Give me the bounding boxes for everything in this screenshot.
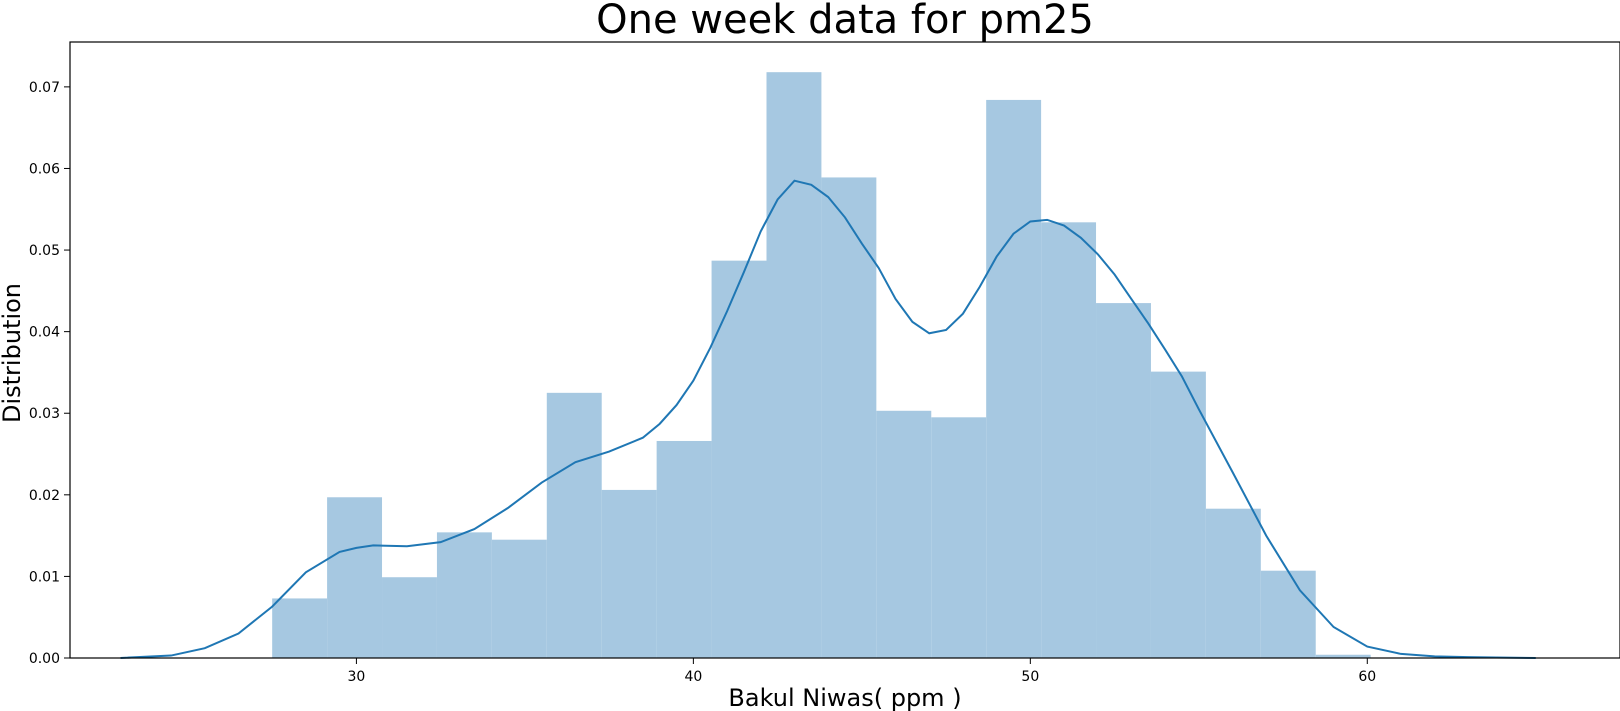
y-tick-label-5: 0.05 — [29, 243, 60, 259]
x-tick-label-50: 50 — [1021, 669, 1039, 685]
x-tick-label-30: 30 — [347, 669, 365, 685]
y-tick-label-0: 0.00 — [29, 651, 60, 667]
x-axis-label: Bakul Niwas( ppm ) — [728, 684, 961, 711]
histogram-bar-11 — [821, 177, 877, 658]
histogram-bar-4 — [436, 532, 492, 658]
x-tick-label-40: 40 — [684, 669, 702, 685]
y-tick-label-3: 0.03 — [29, 406, 60, 422]
histogram-bar-20 — [1315, 654, 1371, 658]
y-tick-label-4: 0.04 — [29, 325, 60, 341]
histogram-bar-16 — [1096, 303, 1151, 658]
histogram-bar-9 — [711, 260, 767, 658]
x-axis: 30 40 50 60 — [347, 658, 1376, 685]
histogram-bar-12 — [876, 410, 932, 658]
histogram-bar-15 — [1041, 222, 1097, 659]
x-tick-label-60: 60 — [1358, 669, 1376, 685]
histogram-bar-2 — [327, 497, 383, 658]
histogram-bar-13 — [931, 417, 987, 658]
histogram-bar-6 — [546, 392, 602, 658]
histogram-bars — [272, 72, 1371, 659]
histogram-bar-14 — [986, 99, 1042, 659]
histogram-bar-3 — [382, 577, 437, 658]
histogram-bar-1 — [272, 598, 328, 658]
histogram-bar-8 — [656, 440, 712, 658]
y-tick-label-1: 0.01 — [29, 569, 60, 585]
y-tick-label-7: 0.07 — [29, 80, 60, 96]
y-tick-label-2: 0.02 — [29, 488, 60, 504]
chart-title: One week data for pm25 — [596, 0, 1094, 43]
plot-frame — [69, 41, 1620, 659]
y-axis-label: Distribution — [0, 283, 26, 423]
kde-curve — [120, 179, 1536, 659]
histogram-bar-10 — [766, 72, 822, 658]
histogram-bar-5 — [491, 539, 547, 658]
histogram-bar-18 — [1205, 508, 1261, 658]
y-axis: 0.00 0.01 0.02 0.03 0.04 0.05 0.06 0.07 — [29, 80, 70, 667]
histogram-bar-19 — [1260, 570, 1316, 658]
histogram-bar-7 — [601, 489, 657, 658]
histogram-bar-17 — [1150, 371, 1206, 658]
y-tick-label-6: 0.06 — [29, 161, 60, 177]
